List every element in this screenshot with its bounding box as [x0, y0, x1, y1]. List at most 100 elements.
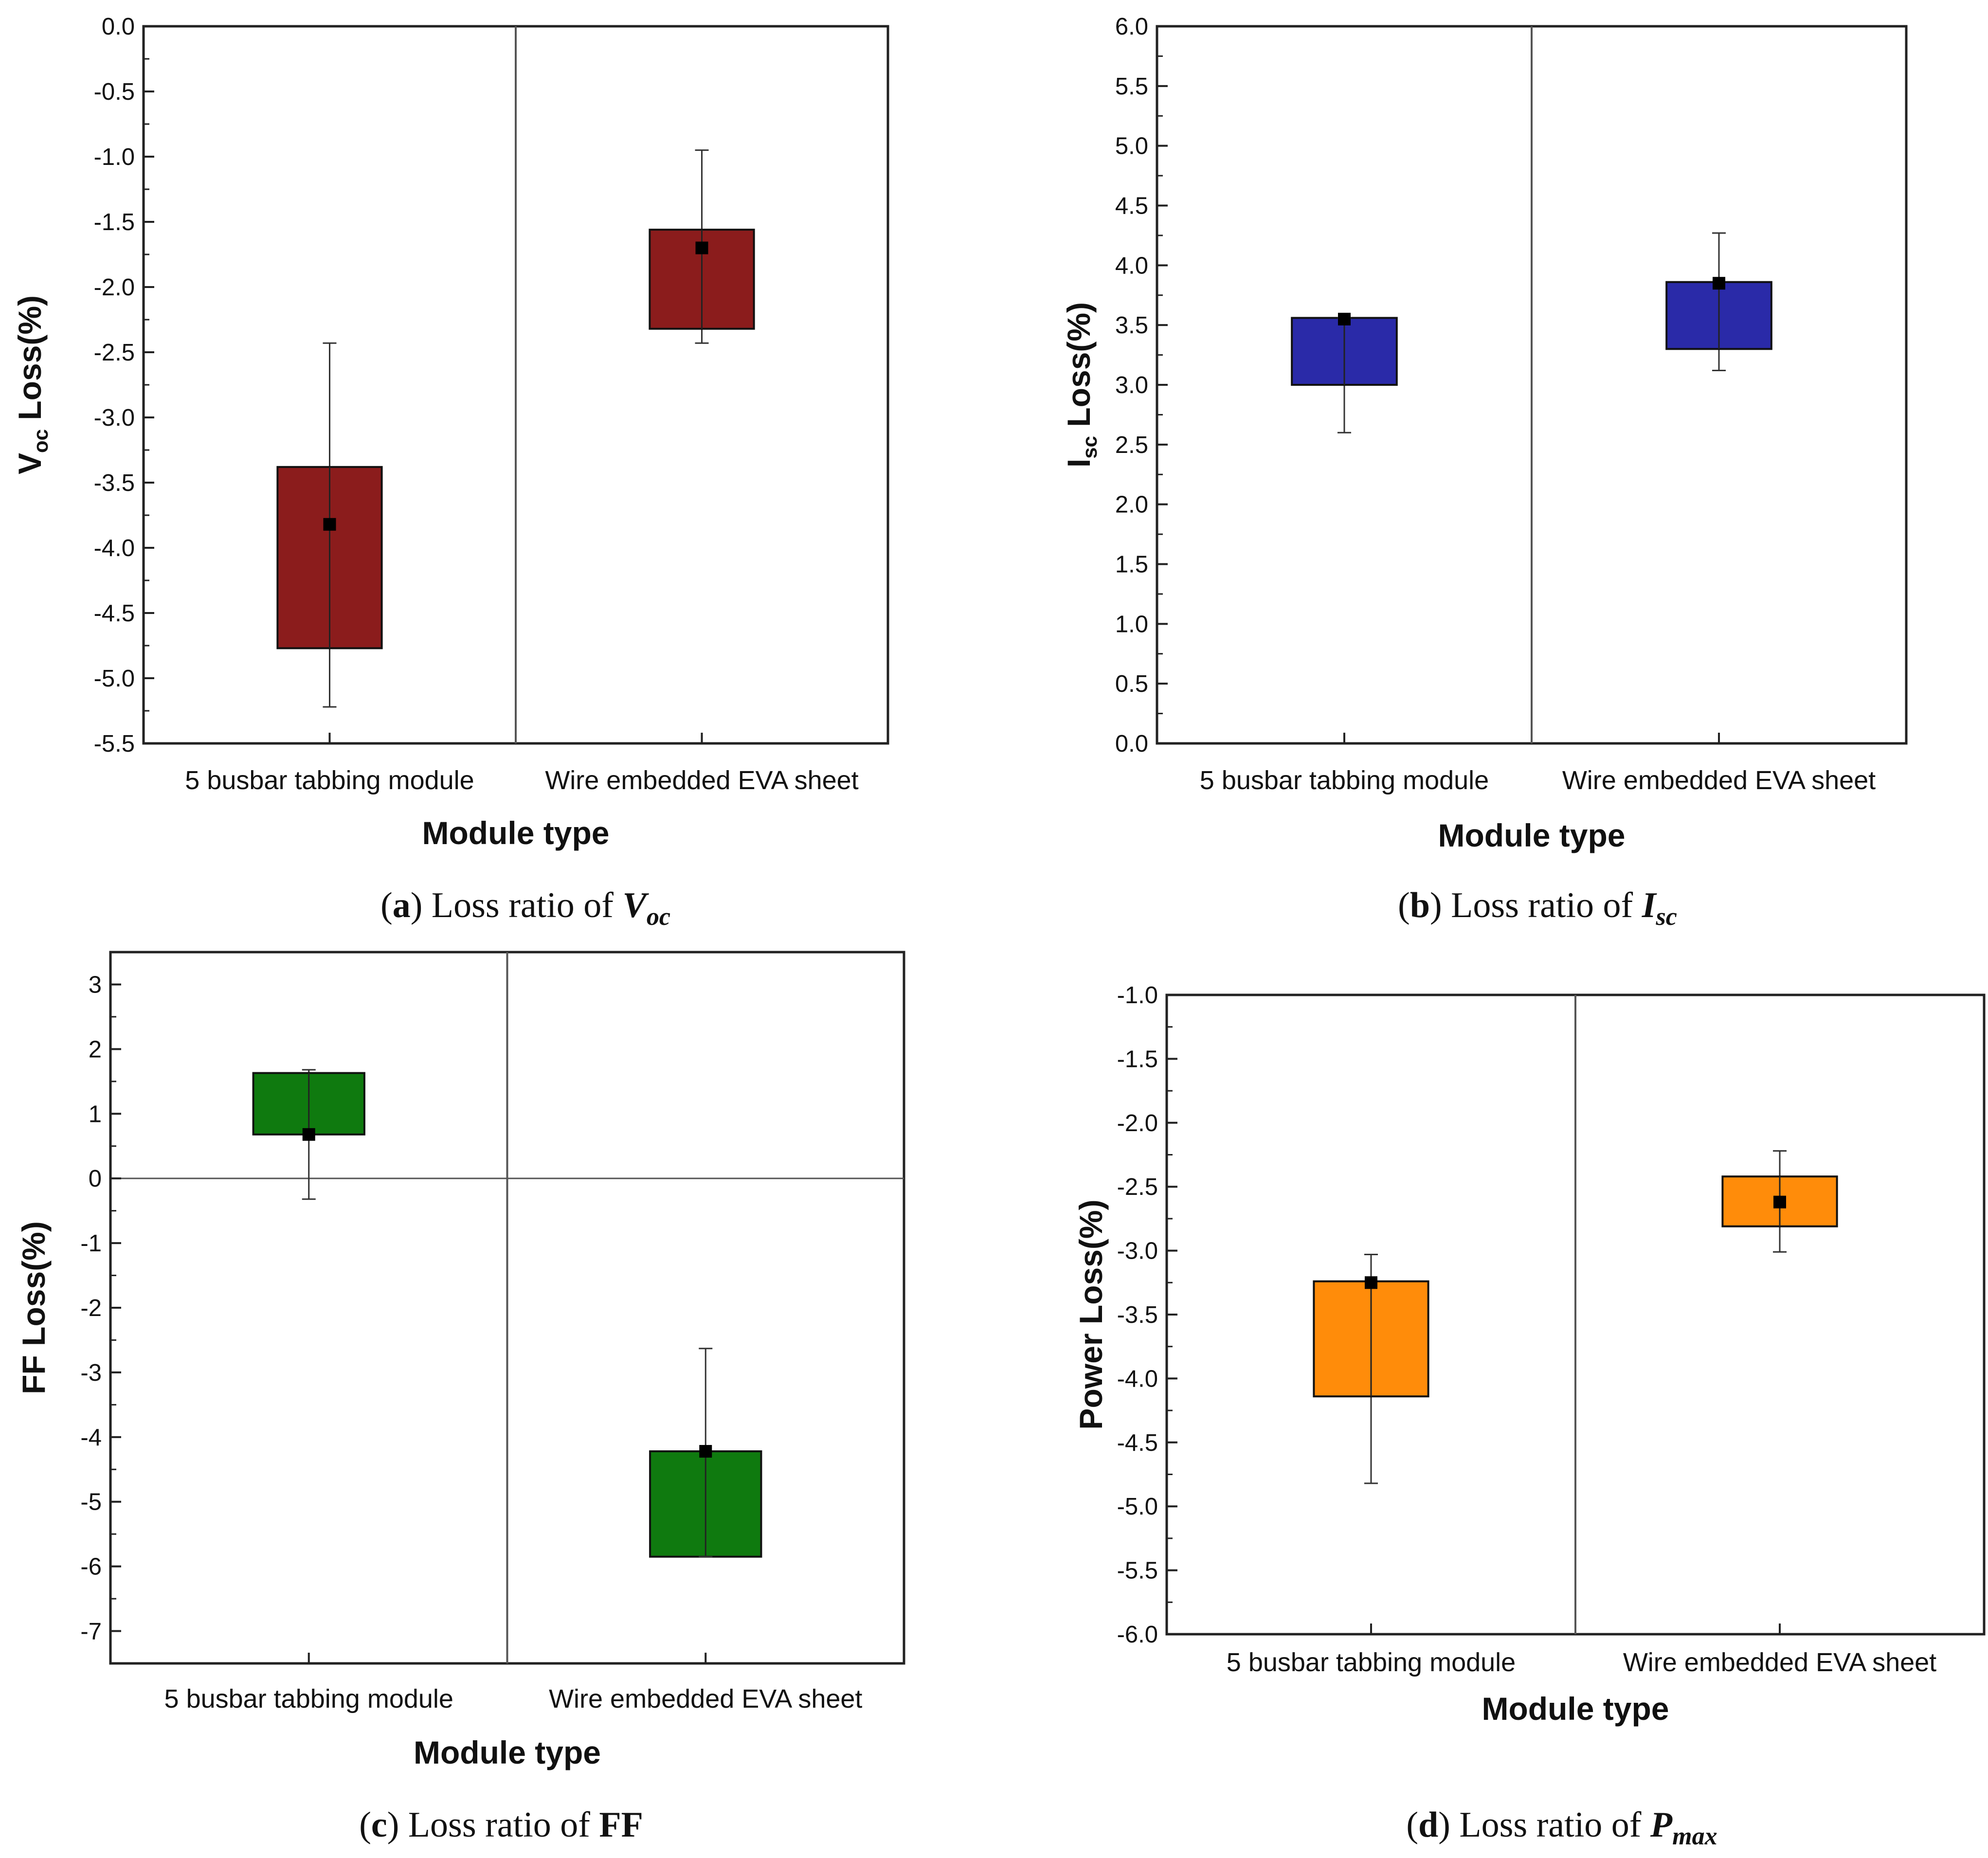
panel-a: 0.0 -0.5 -1.0 -1.5 -2.0 -2.5 -3.0 -3.5 -4.0 -4.5 -… [12, 14, 889, 931]
caption-letter: d [1418, 1805, 1438, 1845]
caption-text: ) Loss ratio of [1430, 885, 1642, 925]
mean-marker [1713, 277, 1725, 290]
y-tick-label: 2 [89, 1036, 102, 1063]
y-axis-title-main: FF [16, 1355, 52, 1394]
y-tick-label: -5 [80, 1489, 102, 1515]
y-tick-label: -3.5 [94, 470, 135, 496]
y-tick-label: 2.0 [1115, 492, 1148, 518]
y-tick-label: 1.5 [1115, 552, 1148, 578]
caption-variable: P [1650, 1805, 1673, 1845]
y-tick-label: -3.5 [1117, 1302, 1158, 1328]
y-axis-title-main: Power [1073, 1333, 1109, 1429]
y-tick-label: -4.5 [94, 600, 135, 627]
y-axis-title-sub: sc [1078, 436, 1101, 459]
y-tick-label: -3.0 [1117, 1238, 1158, 1264]
panel-caption: (b) Loss ratio of Isc [1398, 885, 1677, 931]
caption-text: ) Loss ratio of [387, 1805, 599, 1845]
category-label: Wire embedded EVA sheet [545, 766, 858, 795]
panel-d: -1.0 -1.5 -2.0 -2.5 -3.0 -3.5 -4.0 -4.5 -5.0 -5.5… [1073, 982, 1986, 1850]
y-tick-label: -2.5 [1117, 1174, 1158, 1200]
mean-marker [323, 518, 336, 531]
y-tick-label: -1.5 [1117, 1046, 1158, 1072]
category-label: Wire embedded EVA sheet [549, 1684, 862, 1714]
y-tick-label: 4.5 [1115, 193, 1148, 219]
panel-c: 3 2 1 0 -1 -2 -3 -4 -5 -6 -7 5 busbar tabbing modul… [16, 951, 905, 1845]
box-1 [1291, 312, 1398, 433]
box-1 [276, 342, 383, 708]
caption-open-paren: ( [1406, 1805, 1418, 1845]
caption-variable: FF [599, 1805, 643, 1845]
y-axis-title-suffix: Loss(%) [1061, 302, 1097, 436]
y-tick-label: -3 [80, 1360, 102, 1386]
y-axis-title-sub: oc [29, 429, 52, 453]
y-tick-label: -7 [80, 1619, 102, 1645]
box-2 [649, 149, 755, 344]
y-tick-label: -4.0 [1117, 1366, 1158, 1392]
y-tick-label: -4.5 [1117, 1430, 1158, 1456]
category-label: 5 busbar tabbing module [1200, 766, 1489, 795]
y-tick-label: -0.5 [94, 79, 135, 105]
box-1 [252, 1069, 365, 1200]
caption-variable: I [1642, 885, 1657, 925]
x-axis-title: Module type [1482, 1691, 1669, 1727]
mean-marker [302, 1128, 315, 1141]
y-axis-title: Voc Loss(%) [12, 295, 52, 474]
y-axis-title-suffix: Loss(%) [1073, 1199, 1109, 1333]
caption-text: ) Loss ratio of [1438, 1805, 1650, 1845]
y-tick-label: -2.0 [1117, 1110, 1158, 1136]
caption-variable-sub: max [1672, 1822, 1717, 1850]
x-axis-title: Module type [422, 815, 609, 851]
y-tick-label: 0.0 [102, 14, 135, 40]
panel-caption: (a) Loss ratio of Voc [380, 885, 670, 931]
y-axis-title-suffix: Loss(%) [16, 1221, 52, 1355]
category-label: 5 busbar tabbing module [185, 766, 474, 795]
mean-marker [695, 241, 708, 254]
y-tick-label: 3.0 [1115, 372, 1148, 398]
mean-marker [1773, 1195, 1786, 1209]
y-tick-label: -1.5 [94, 209, 135, 235]
y-tick-label: 3.5 [1115, 312, 1148, 339]
caption-open-paren: ( [380, 885, 393, 925]
mean-marker [1338, 312, 1351, 325]
y-tick-label: 0 [89, 1166, 102, 1192]
y-tick-label: -5.0 [1117, 1494, 1158, 1520]
y-tick-label: -2.5 [94, 340, 135, 366]
y-tick-label: 5.0 [1115, 133, 1148, 160]
caption-letter: c [371, 1805, 387, 1845]
y-tick-label: -5.0 [94, 666, 135, 692]
y-tick-label: -2.0 [94, 274, 135, 301]
caption-open-paren: ( [359, 1805, 371, 1845]
y-axis-title: Isc Loss(%) [1061, 302, 1101, 468]
y-tick-label: 6.0 [1115, 14, 1148, 40]
caption-letter: a [393, 885, 411, 925]
y-tick-label: 1 [89, 1101, 102, 1127]
y-tick-label: -5.5 [1117, 1558, 1158, 1584]
y-tick-label: 0.0 [1115, 731, 1148, 757]
y-tick-label: -4 [80, 1425, 102, 1451]
y-axis-title-main: V [12, 453, 48, 474]
y-tick-label: 5.5 [1115, 73, 1148, 100]
y-tick-label: 3 [89, 972, 102, 998]
caption-variable-sub: sc [1656, 903, 1677, 931]
mean-marker [699, 1445, 712, 1458]
y-axis-title-main: I [1061, 459, 1097, 468]
panel-caption: (c) Loss ratio of FF [359, 1805, 643, 1845]
x-axis-title: Module type [1438, 817, 1625, 853]
y-axis-title: FF Loss(%) [16, 1221, 52, 1394]
y-tick-label: 2.5 [1115, 432, 1148, 458]
y-tick-label: -6.0 [1117, 1622, 1158, 1648]
y-axis-title: Power Loss(%) [1073, 1199, 1109, 1429]
y-tick-label: 0.5 [1115, 671, 1148, 697]
y-tick-label: -5.5 [94, 731, 135, 757]
y-tick-label: 4.0 [1115, 253, 1148, 279]
y-tick-label: -2 [80, 1295, 102, 1321]
category-label: 5 busbar tabbing module [164, 1684, 453, 1714]
category-label: Wire embedded EVA sheet [1623, 1648, 1936, 1677]
caption-variable: V [622, 885, 649, 925]
caption-letter: b [1410, 885, 1430, 925]
category-label: 5 busbar tabbing module [1227, 1648, 1516, 1677]
x-axis-title: Module type [414, 1734, 601, 1770]
box-2 [649, 1348, 762, 1558]
y-tick-label: -6 [80, 1554, 102, 1580]
